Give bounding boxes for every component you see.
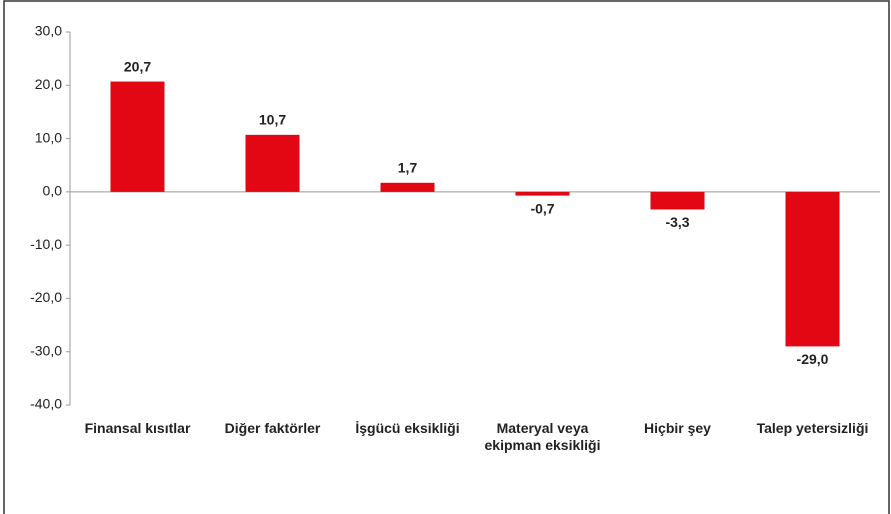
x-tick-label: Materyal veya ekipman eksikliği (484, 420, 601, 453)
y-tick-label: -10,0 (30, 236, 62, 252)
value-label: -3,3 (665, 214, 689, 230)
value-label: 10,7 (259, 112, 286, 128)
value-label: -0,7 (530, 200, 554, 216)
value-label: -29,0 (797, 351, 829, 367)
x-tick-label: Diğer faktörler (224, 420, 321, 436)
bar (380, 182, 435, 192)
y-tick-label: 30,0 (35, 23, 62, 39)
bar (515, 191, 570, 196)
y-tick-label: -20,0 (30, 289, 62, 305)
x-tick-label: Talep yetersizliği (756, 420, 869, 436)
y-tick-label: -30,0 (30, 342, 62, 358)
y-tick-label: -40,0 (30, 396, 62, 412)
x-tick-label: Hiçbir şey (644, 420, 711, 436)
bar (650, 191, 705, 210)
x-tick-label: Finansal kısıtlar (84, 420, 191, 436)
frame (3, 0, 890, 514)
bar (245, 134, 300, 192)
x-tick-label: İşgücü eksikliği (355, 420, 460, 436)
y-tick-label: 0,0 (43, 183, 63, 199)
y-tick-label: 20,0 (35, 76, 62, 92)
bar (785, 191, 840, 347)
bar (110, 81, 165, 192)
value-label: 20,7 (124, 58, 151, 74)
value-label: 1,7 (398, 160, 418, 176)
y-tick-label: 10,0 (35, 129, 62, 145)
